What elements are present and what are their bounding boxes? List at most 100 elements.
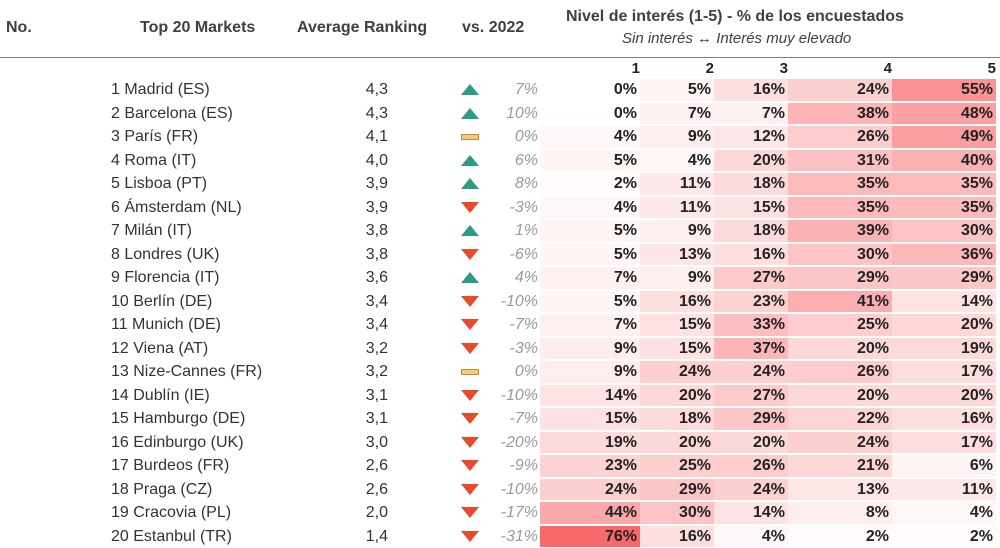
interest-level-4-cell: 30%: [788, 244, 892, 266]
interest-level-3-cell: 26%: [714, 455, 788, 477]
interest-level-2-cell: 13%: [640, 244, 714, 266]
interest-level-5-cell: 6%: [892, 455, 996, 477]
interest-level-4-cell: 41%: [788, 291, 892, 313]
interest-level-1-cell: 5%: [540, 291, 640, 313]
interest-level-2-cell: 9%: [640, 126, 714, 148]
header-ranking: Average Ranking: [297, 19, 427, 37]
trend-cell: [452, 478, 488, 502]
interest-level-5-cell: 20%: [892, 314, 996, 336]
trend-cell: [452, 501, 488, 525]
trend-cell: [452, 102, 488, 126]
interest-level-3-cell: 18%: [714, 173, 788, 195]
interest-level-1-cell: 0%: [540, 79, 640, 101]
trend-down-icon: [461, 343, 479, 354]
interest-level-5-cell: 17%: [892, 361, 996, 383]
trend-up-icon: [461, 178, 479, 189]
trend-up-icon: [461, 272, 479, 283]
average-ranking: 3,1: [300, 407, 388, 431]
market-name: 8 Londres (UK): [0, 243, 285, 267]
trend-down-icon: [461, 390, 479, 401]
interest-level-1-cell: 9%: [540, 361, 640, 383]
average-ranking: 3,8: [300, 243, 388, 267]
market-name: 6 Ámsterdam (NL): [0, 196, 285, 220]
interest-level-3-cell: 23%: [714, 291, 788, 313]
header-divider: [0, 57, 1000, 58]
interest-level-3-cell: 20%: [714, 150, 788, 172]
interest-level-2-cell: 20%: [640, 385, 714, 407]
interest-level-1-cell: 15%: [540, 408, 640, 430]
table-row: 6 Ámsterdam (NL)3,9-3%4%11%15%35%35%: [0, 196, 1000, 220]
interest-level-1-cell: 0%: [540, 103, 640, 125]
header-interest-title: Nivel de interés (1-5) - % de los encues…: [566, 8, 904, 26]
trend-cell: [452, 384, 488, 408]
interest-level-4-cell: 26%: [788, 361, 892, 383]
interest-level-1-cell: 4%: [540, 126, 640, 148]
interest-level-5-cell: 16%: [892, 408, 996, 430]
interest-level-4-cell: 35%: [788, 197, 892, 219]
average-ranking: 4,0: [300, 149, 388, 173]
vs-2022-change: -10%: [488, 384, 538, 408]
interest-level-3-cell: 15%: [714, 197, 788, 219]
trend-cell: [452, 360, 488, 384]
market-name: 20 Estanbul (TR): [0, 525, 285, 548]
interest-level-2-cell: 20%: [640, 432, 714, 454]
interest-level-1-cell: 24%: [540, 479, 640, 501]
vs-2022-change: -3%: [488, 337, 538, 361]
interest-level-3-cell: 7%: [714, 103, 788, 125]
interest-level-4-cell: 8%: [788, 502, 892, 524]
level-header-5: 5: [892, 59, 996, 78]
interest-level-5-cell: 35%: [892, 197, 996, 219]
trend-cell: [452, 313, 488, 337]
interest-level-4-cell: 24%: [788, 79, 892, 101]
interest-level-2-cell: 9%: [640, 267, 714, 289]
interest-level-3-cell: 27%: [714, 385, 788, 407]
table-row: 20 Estanbul (TR)1,4-31%76%16%4%2%2%: [0, 525, 1000, 548]
trend-cell: [452, 525, 488, 548]
vs-2022-change: -10%: [488, 478, 538, 502]
interest-level-2-cell: 25%: [640, 455, 714, 477]
trend-cell: [452, 454, 488, 478]
vs-2022-change: -20%: [488, 431, 538, 455]
interest-level-2-cell: 15%: [640, 338, 714, 360]
interest-level-5-cell: 17%: [892, 432, 996, 454]
average-ranking: 3,9: [300, 172, 388, 196]
trend-up-icon: [461, 84, 479, 95]
interest-level-1-cell: 2%: [540, 173, 640, 195]
vs-2022-change: -10%: [488, 290, 538, 314]
table-row: 10 Berlín (DE)3,4-10%5%16%23%41%14%: [0, 290, 1000, 314]
interest-level-5-cell: 29%: [892, 267, 996, 289]
market-name: 3 París (FR): [0, 125, 285, 149]
interest-level-4-cell: 21%: [788, 455, 892, 477]
interest-level-5-cell: 4%: [892, 502, 996, 524]
average-ranking: 4,3: [300, 102, 388, 126]
trend-cell: [452, 219, 488, 243]
vs-2022-change: -6%: [488, 243, 538, 267]
interest-level-3-cell: 27%: [714, 267, 788, 289]
average-ranking: 3,8: [300, 219, 388, 243]
interest-level-2-cell: 30%: [640, 502, 714, 524]
market-name: 4 Roma (IT): [0, 149, 285, 173]
interest-level-3-cell: 37%: [714, 338, 788, 360]
header-vs: vs. 2022: [462, 19, 524, 37]
market-name: 18 Praga (CZ): [0, 478, 285, 502]
average-ranking: 3,9: [300, 196, 388, 220]
vs-2022-change: 1%: [488, 219, 538, 243]
interest-level-5-cell: 19%: [892, 338, 996, 360]
market-name: 5 Lisboa (PT): [0, 172, 285, 196]
interest-level-2-cell: 15%: [640, 314, 714, 336]
average-ranking: 2,0: [300, 501, 388, 525]
vs-2022-change: -7%: [488, 407, 538, 431]
vs-2022-change: -17%: [488, 501, 538, 525]
market-name: 16 Edinburgo (UK): [0, 431, 285, 455]
interest-level-2-cell: 11%: [640, 173, 714, 195]
trend-cell: [452, 407, 488, 431]
interest-level-2-cell: 18%: [640, 408, 714, 430]
interest-level-1-cell: 7%: [540, 267, 640, 289]
